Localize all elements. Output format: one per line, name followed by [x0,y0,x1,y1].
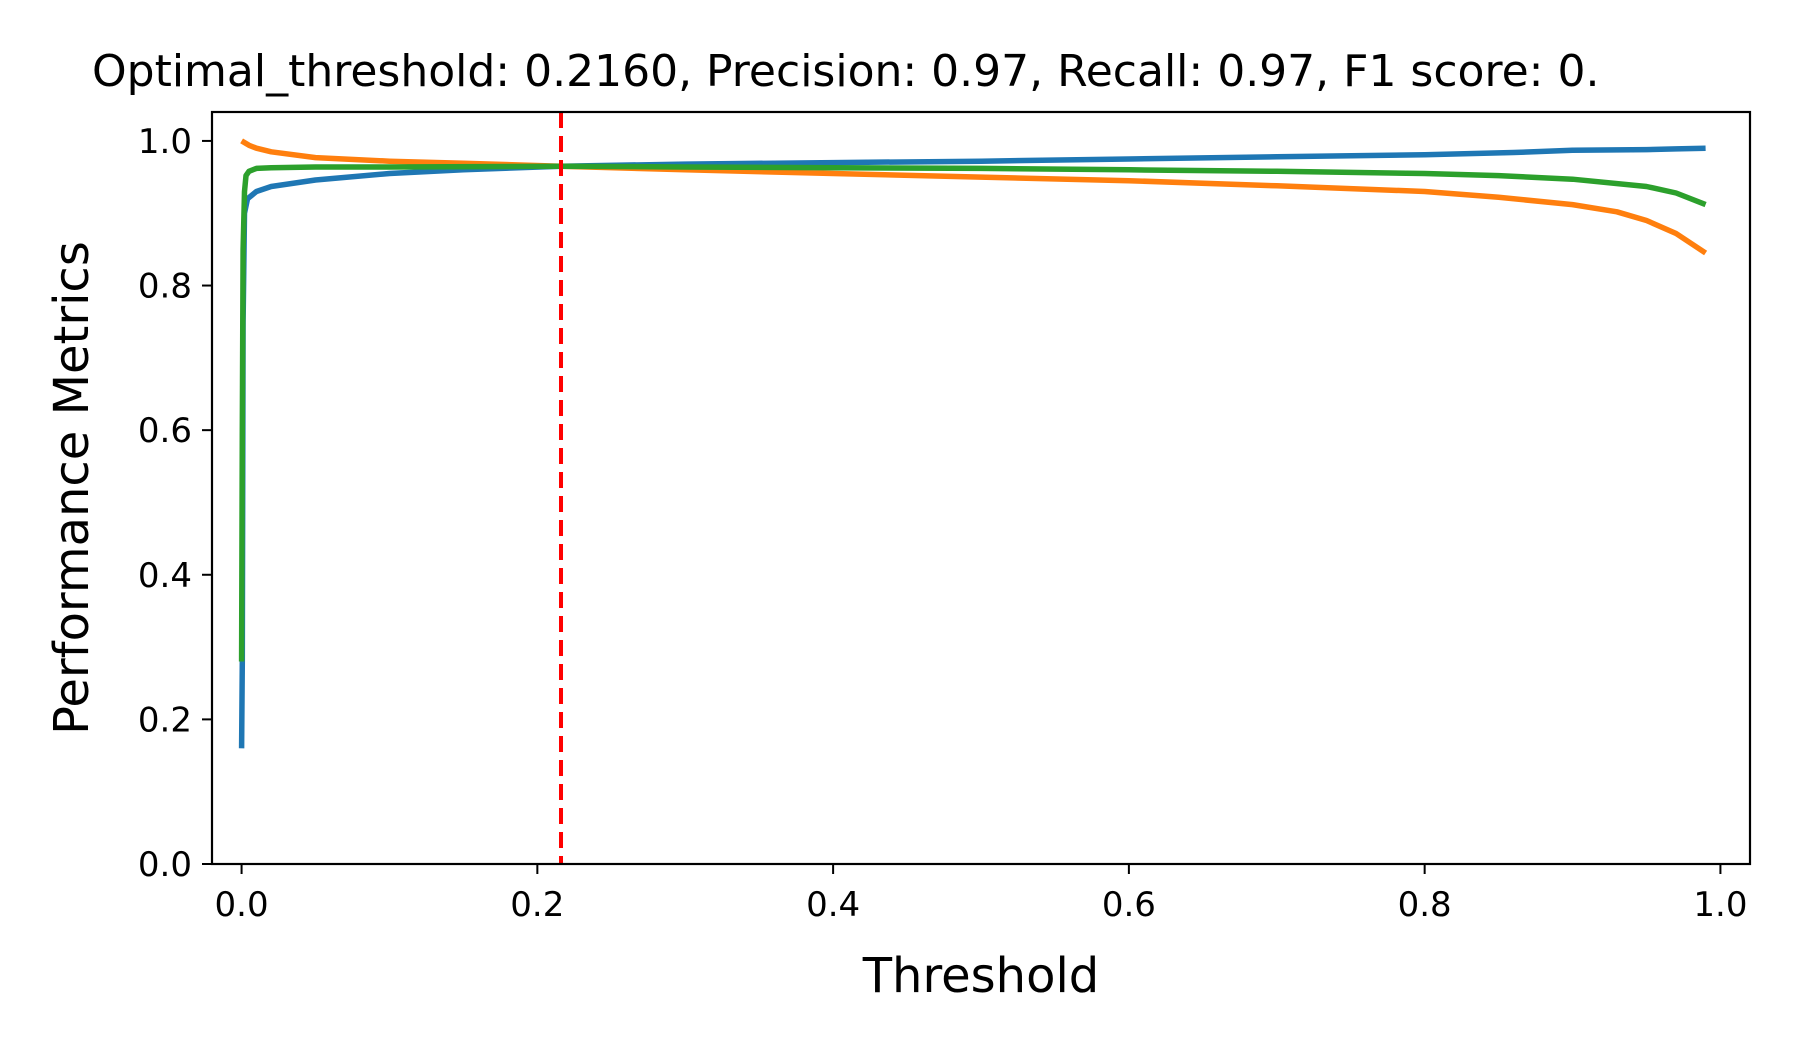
y-tick-label: 0.8 [138,267,192,307]
y-tick-label: 1.0 [138,122,192,162]
x-tick-label: 0.2 [510,885,564,925]
y-axis-label: Performance Metrics [44,241,100,735]
x-tick-label: 1.0 [1693,885,1747,925]
y-tick-label: 0.0 [138,845,192,885]
x-tick-label: 0.4 [806,885,860,925]
x-tick-label: 0.8 [1398,885,1452,925]
y-tick-label: 0.6 [138,411,192,451]
plot-frame [210,110,1752,866]
series-line-2 [240,138,1708,256]
x-axis-label: Threshold [862,948,1100,1004]
x-tick-label: 0.6 [1102,885,1156,925]
y-tick-label: 0.4 [138,556,192,596]
x-tick-label: 0.0 [215,885,269,925]
y-tick-label: 0.2 [138,700,192,740]
series-line-1 [238,145,1706,749]
chart-title: Optimal_threshold: 0.2160, Precision: 0.… [92,46,1599,97]
series-line-3 [238,163,1707,662]
